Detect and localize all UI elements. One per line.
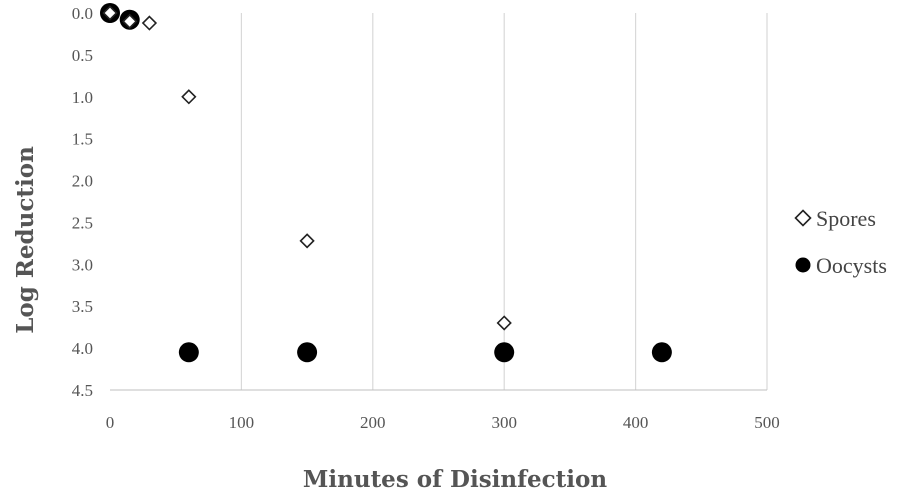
data-points bbox=[100, 3, 672, 362]
y-tick-label: 4.5 bbox=[72, 381, 93, 400]
x-axis-title: Minutes of Disinfection bbox=[303, 466, 607, 492]
x-tick-label: 300 bbox=[491, 413, 517, 432]
y-tick-label: 3.5 bbox=[72, 297, 93, 316]
legend-label-spores: Spores bbox=[816, 206, 876, 231]
legend: Spores Oocysts bbox=[796, 206, 887, 278]
y-tick-label: 1.5 bbox=[72, 130, 93, 149]
y-tick-label: 2.0 bbox=[72, 172, 93, 191]
oocysts-point bbox=[494, 342, 514, 362]
legend-item-oocysts: Oocysts bbox=[796, 253, 887, 278]
x-tick-label: 0 bbox=[106, 413, 115, 432]
y-tick-label: 2.5 bbox=[72, 213, 93, 232]
x-tick-label: 400 bbox=[623, 413, 649, 432]
series-oocysts bbox=[100, 3, 672, 362]
y-tick-label: 0.0 bbox=[72, 4, 93, 23]
spores-point bbox=[498, 316, 511, 329]
x-tick-label: 200 bbox=[360, 413, 386, 432]
spores-point bbox=[301, 234, 314, 247]
legend-diamond-marker bbox=[796, 211, 811, 226]
tick-labels: 0.0 0.5 1.0 1.5 2.0 2.5 3.0 3.5 4.0 4.5 0 100 200 300… bbox=[72, 4, 780, 432]
oocysts-point bbox=[297, 342, 317, 362]
y-tick-label: 4.0 bbox=[72, 339, 93, 358]
x-tick-label: 100 bbox=[229, 413, 255, 432]
legend-item-spores: Spores bbox=[796, 206, 876, 231]
y-tick-label: 1.0 bbox=[72, 88, 93, 107]
spores-point bbox=[143, 17, 156, 30]
series-spores bbox=[104, 7, 511, 330]
y-tick-label: 3.0 bbox=[72, 255, 93, 274]
legend-label-oocysts: Oocysts bbox=[816, 253, 887, 278]
y-tick-label: 0.5 bbox=[72, 46, 93, 65]
oocysts-point bbox=[179, 342, 199, 362]
oocysts-point bbox=[652, 342, 672, 362]
x-tick-label: 500 bbox=[754, 413, 780, 432]
grid-lines bbox=[241, 13, 767, 390]
spores-point bbox=[182, 90, 195, 103]
y-axis-title: Log Reduction bbox=[12, 146, 39, 334]
legend-circle-marker bbox=[796, 258, 811, 273]
